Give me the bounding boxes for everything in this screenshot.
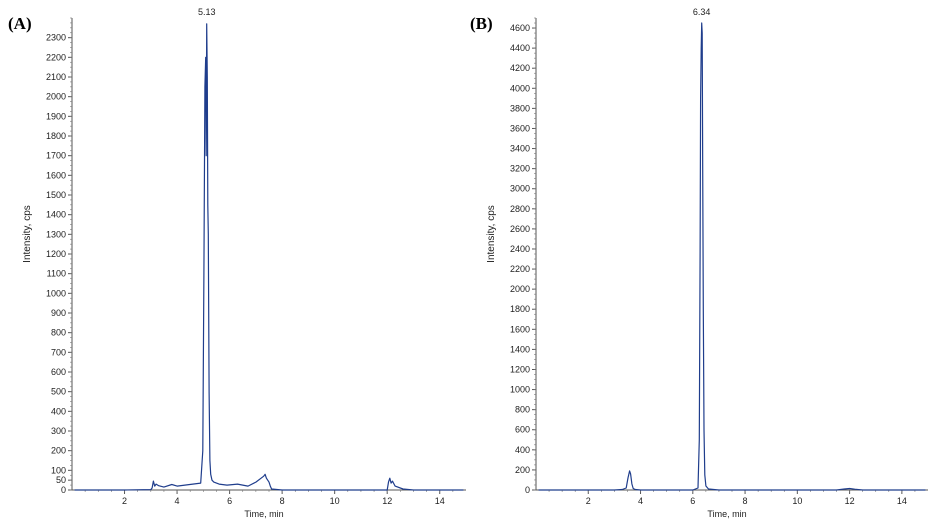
y-tick-label: 100: [51, 465, 66, 475]
y-tick-label: 2800: [510, 204, 530, 214]
y-tick-label: 800: [515, 405, 530, 415]
y-tick-label: 3600: [510, 123, 530, 133]
y-tick-label: 500: [51, 387, 66, 397]
y-axis-title: Intensity, cps: [486, 205, 497, 263]
y-tick-label: 2200: [46, 52, 66, 62]
y-tick-label: 1100: [47, 269, 66, 279]
y-tick-label: 4200: [510, 63, 530, 73]
y-tick-label: 3800: [510, 103, 530, 113]
y-tick-label: 1800: [46, 131, 66, 141]
x-tick-label: 4: [638, 496, 643, 506]
x-tick-label: 6: [227, 496, 232, 506]
x-tick-label: 8: [280, 496, 285, 506]
y-tick-label: 400: [51, 406, 66, 416]
y-tick-label: 900: [51, 308, 66, 318]
x-tick-label: 4: [175, 496, 180, 506]
y-tick-label: 2000: [510, 284, 530, 294]
series-line: [538, 22, 926, 491]
panel-label-b: (B): [470, 14, 493, 33]
y-tick-label: 3200: [510, 164, 530, 174]
y-tick-label: 200: [51, 446, 66, 456]
y-tick-label: 1700: [46, 151, 66, 161]
series-line: [74, 23, 464, 491]
x-tick-label: 2: [586, 496, 591, 506]
y-tick-label: 1800: [510, 304, 530, 314]
y-tick-label: 1200: [46, 249, 66, 259]
x-tick-label: 10: [330, 496, 340, 506]
y-tick-label: 0: [61, 485, 66, 495]
y-tick-label: 4600: [510, 23, 530, 33]
x-tick-label: 12: [845, 496, 855, 506]
y-tick-label: 400: [515, 445, 530, 455]
y-tick-label: 2300: [46, 33, 66, 43]
y-tick-label: 700: [51, 347, 66, 357]
y-tick-label: 1000: [510, 385, 530, 395]
y-tick-label: 1400: [46, 210, 66, 220]
y-axis-title: Intensity, cps: [22, 205, 33, 263]
x-tick-label: 14: [435, 496, 445, 506]
y-tick-label: 1200: [510, 364, 530, 374]
y-tick-label: 1900: [46, 111, 66, 121]
y-tick-label: 3400: [510, 144, 530, 154]
chart-panel-b: 0 200 400 600 800 1000 1200 1400 1600 1800 2000 220…: [486, 7, 928, 519]
y-tick-label: 1600: [510, 324, 530, 334]
y-tick-label: 1000: [46, 288, 66, 298]
y-tick-label: 0: [525, 485, 530, 495]
y-tick-label: 4000: [510, 83, 530, 93]
y-tick-label: 1400: [510, 344, 530, 354]
y-tick-label: 50: [56, 475, 66, 485]
x-tick-label: 6: [690, 496, 695, 506]
panel-label-a: (A): [8, 14, 32, 33]
y-tick-label: 200: [515, 465, 530, 475]
y-tick-label: 4400: [510, 43, 530, 53]
x-axis-title: Time, min: [244, 509, 283, 519]
y-tick-label: 600: [51, 367, 66, 377]
x-tick-label: 10: [792, 496, 802, 506]
y-tick-label: 2100: [46, 72, 66, 82]
x-tick-label: 8: [743, 496, 748, 506]
x-tick-label: 14: [897, 496, 907, 506]
peak-label: 6.34: [693, 7, 711, 17]
x-axis-title: Time, min: [707, 509, 746, 519]
y-tick-label: 2600: [510, 224, 530, 234]
y-tick-label: 1600: [46, 170, 66, 180]
y-tick-label: 300: [51, 426, 66, 436]
y-tick-label: 1500: [46, 190, 66, 200]
y-tick-label: 2000: [46, 92, 66, 102]
y-tick-label: 2200: [510, 264, 530, 274]
peak-label: 5.13: [198, 7, 216, 17]
y-tick-label: 800: [51, 328, 66, 338]
x-tick-label: 12: [382, 496, 392, 506]
y-tick-label: 3000: [510, 184, 530, 194]
y-tick-label: 600: [515, 425, 530, 435]
y-tick-label: 1300: [46, 229, 66, 239]
x-tick-label: 2: [122, 496, 127, 506]
y-tick-label: 2400: [510, 244, 530, 254]
